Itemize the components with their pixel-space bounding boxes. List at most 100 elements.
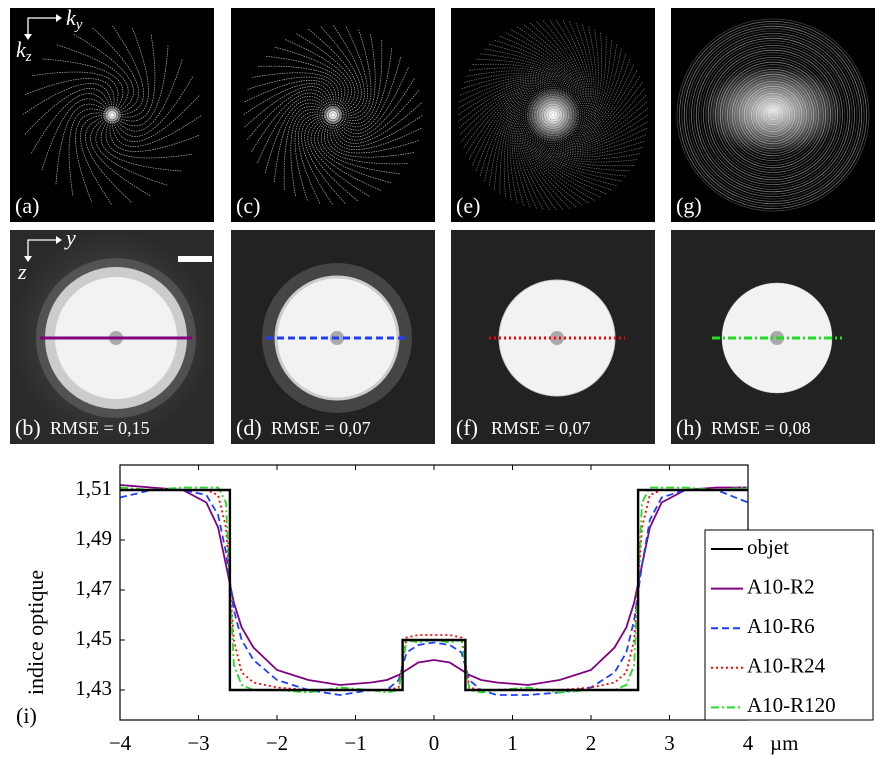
k-trajectory bbox=[243, 86, 334, 129]
x-tick-label: −1 bbox=[344, 731, 366, 755]
scale-bar bbox=[178, 256, 212, 262]
k-ring bbox=[686, 28, 860, 202]
series-line bbox=[120, 486, 748, 694]
axis-label: kz bbox=[16, 37, 32, 65]
y-axis-label: indice optique bbox=[23, 570, 48, 695]
k-ring bbox=[681, 23, 865, 207]
plot-lines bbox=[120, 484, 748, 696]
legend-label: A10-R120 bbox=[747, 693, 836, 717]
series-line bbox=[120, 484, 748, 686]
disc-core bbox=[550, 331, 564, 345]
k-trajectory bbox=[24, 78, 115, 116]
series-line bbox=[120, 488, 748, 692]
k-trajectory bbox=[23, 88, 113, 136]
k-trajectory bbox=[283, 106, 334, 191]
k-trajectory bbox=[304, 114, 347, 205]
panel-label: (g) bbox=[676, 193, 702, 218]
k-space-panel: (c) bbox=[231, 8, 435, 222]
panel-label: (d) bbox=[236, 415, 262, 440]
x-tick-label: 0 bbox=[429, 731, 440, 755]
k-trajectory bbox=[332, 101, 423, 144]
legend-label: objet bbox=[747, 535, 789, 559]
k-trajectory bbox=[324, 114, 409, 165]
k-trajectory bbox=[332, 66, 410, 134]
axis-label: y bbox=[64, 225, 76, 250]
rmse-label: RMSE = 0,15 bbox=[50, 418, 150, 438]
y-tick-label: 1,51 bbox=[75, 476, 112, 500]
k-trajectory bbox=[298, 113, 334, 205]
k-trajectory bbox=[111, 75, 194, 137]
axis-arrow bbox=[27, 17, 56, 34]
panel-label: (h) bbox=[676, 415, 702, 440]
k-ring bbox=[700, 42, 846, 188]
k-trajectory bbox=[246, 76, 337, 116]
legend: objet A10-R2 A10-R6 A10-R24 A10-R120 bbox=[704, 529, 874, 721]
panel-label: (b) bbox=[15, 415, 41, 440]
k-trajectory bbox=[294, 111, 334, 202]
profile-chart: −4 −3 −2 −1 0 1 2 3 4 1,43 1,45 1,47 1,49 1,51 µm indic… bbox=[16, 464, 874, 755]
legend-label: A10-R24 bbox=[747, 654, 826, 678]
k-ring bbox=[683, 25, 863, 205]
k-ring bbox=[691, 33, 856, 197]
axis-sub: y bbox=[74, 17, 83, 33]
k-ring bbox=[703, 45, 844, 185]
rmse-label: RMSE = 0,08 bbox=[711, 418, 811, 438]
k-trajectory bbox=[264, 99, 334, 175]
panel-label: (i) bbox=[16, 703, 37, 728]
k-trajectory bbox=[319, 25, 362, 116]
panel-label: (a) bbox=[15, 193, 39, 218]
axis-label: ky bbox=[66, 5, 83, 33]
k-trajectory bbox=[100, 114, 183, 172]
k-trajectory bbox=[284, 38, 352, 116]
k-trajectory bbox=[256, 96, 334, 164]
axis-base: k bbox=[16, 37, 27, 62]
k-trajectory bbox=[111, 24, 144, 116]
k-trajectory bbox=[55, 44, 129, 116]
k-space-panel: (g) bbox=[671, 8, 875, 222]
reconstruction-panel: (d) RMSE = 0,07 bbox=[231, 230, 435, 444]
k-trajectory bbox=[332, 24, 365, 116]
k-trajectory bbox=[327, 114, 415, 158]
k-trajectory bbox=[314, 114, 382, 192]
k-glow bbox=[323, 105, 343, 125]
panel-label: (c) bbox=[236, 193, 260, 218]
k-trajectory bbox=[111, 94, 201, 142]
k-trajectory bbox=[30, 93, 113, 155]
k-trajectory bbox=[273, 102, 334, 184]
k-trajectory bbox=[332, 28, 372, 119]
k-trajectory bbox=[72, 33, 134, 116]
axis-arrowhead bbox=[24, 14, 62, 40]
k-trajectory bbox=[307, 28, 359, 116]
k-ring bbox=[679, 21, 868, 209]
axis-glyph: yz bbox=[17, 225, 76, 284]
k-trajectory bbox=[30, 71, 119, 116]
k-trajectory bbox=[273, 46, 349, 116]
k-trajectory bbox=[332, 114, 424, 147]
k-trajectory bbox=[295, 32, 356, 116]
k-trajectory bbox=[85, 114, 133, 204]
k-trajectory bbox=[290, 109, 334, 197]
x-tick-label: 3 bbox=[664, 731, 675, 755]
axis-base: k bbox=[66, 5, 77, 30]
k-trajectory bbox=[257, 65, 342, 116]
k-ring bbox=[693, 35, 853, 195]
x-tick-label: 1 bbox=[507, 731, 518, 755]
axis-arrow bbox=[27, 239, 56, 256]
k-trajectory bbox=[21, 83, 113, 116]
legend-box bbox=[704, 529, 874, 721]
k-trajectory bbox=[242, 83, 334, 116]
k-trajectory bbox=[111, 44, 169, 127]
k-trajectory bbox=[243, 80, 335, 116]
axis-arrowhead bbox=[24, 236, 62, 262]
k-trajectory bbox=[111, 114, 203, 147]
k-trajectory bbox=[55, 103, 113, 186]
k-trajectory bbox=[105, 114, 194, 159]
rmse-label: RMSE = 0,07 bbox=[271, 418, 371, 438]
k-trajectory bbox=[307, 114, 359, 202]
k-trajectory bbox=[91, 26, 139, 116]
k-trajectory bbox=[332, 77, 416, 138]
k-trajectory bbox=[41, 58, 124, 116]
k-trajectory bbox=[332, 33, 376, 121]
k-trajectory bbox=[332, 39, 383, 124]
